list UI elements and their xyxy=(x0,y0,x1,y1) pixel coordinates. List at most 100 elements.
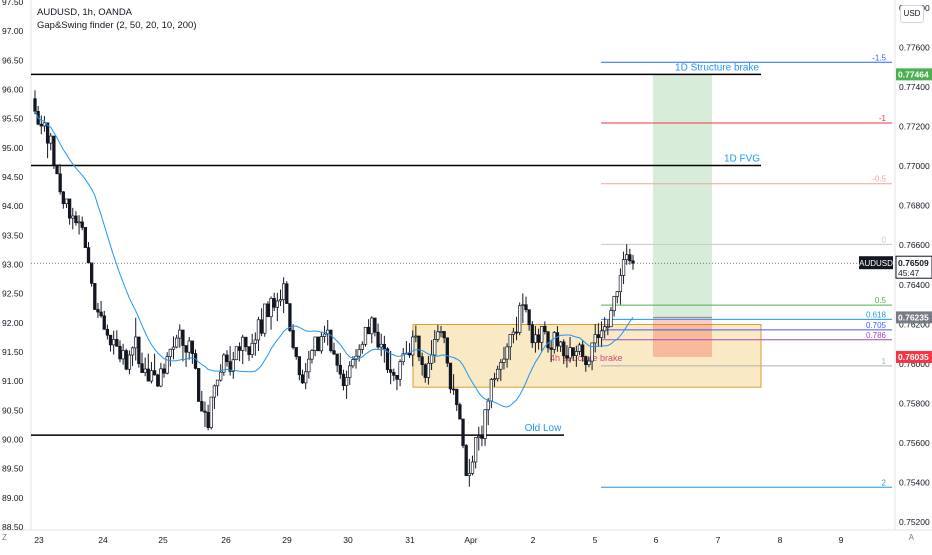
candle-body xyxy=(33,98,37,112)
candle-body xyxy=(319,336,324,352)
candle-body xyxy=(86,247,91,264)
candle-body xyxy=(618,275,623,293)
symbol-title: AUDUSD, 1h, OANDA xyxy=(37,7,133,18)
left-axis-tick-label: 88.50 xyxy=(2,522,24,532)
candle-body xyxy=(61,191,65,205)
candle-body xyxy=(436,331,440,340)
left-axis-tick-label: 89.00 xyxy=(2,493,24,503)
candle-body xyxy=(285,283,289,304)
candle-body xyxy=(74,215,78,224)
candle-body xyxy=(448,362,453,390)
right-axis-tick-label: 0.75200 xyxy=(899,517,930,527)
candle-body xyxy=(354,355,358,360)
candle-body xyxy=(159,368,163,387)
candle-body xyxy=(130,347,135,356)
left-axis-tick-label: 91.00 xyxy=(2,376,24,386)
candle-body xyxy=(165,356,169,374)
fib-level-label: 0.5 xyxy=(875,296,887,305)
candle-body xyxy=(193,353,198,369)
candle-body xyxy=(571,347,575,356)
candle-body xyxy=(568,347,572,359)
candle-body xyxy=(596,334,601,338)
candle-body xyxy=(363,326,368,345)
candle-body xyxy=(417,335,421,358)
left-axis-tick-label: 91.50 xyxy=(2,347,24,357)
candle-body xyxy=(228,361,232,372)
stop-price-tag xyxy=(896,350,932,363)
fib-level-label: 0 xyxy=(882,235,887,244)
candle-body xyxy=(102,315,106,330)
candle-body xyxy=(171,346,176,350)
candle-body xyxy=(530,324,534,344)
candle-body xyxy=(518,305,522,333)
right-axis-tick-label: 0.77000 xyxy=(899,161,930,171)
candle-body xyxy=(590,342,594,362)
last-price-label: 0.76509 xyxy=(898,258,929,268)
candle-body xyxy=(492,378,497,381)
candle-body xyxy=(360,343,364,350)
last-price-tag xyxy=(895,255,932,279)
candle-body xyxy=(558,341,563,347)
candle-body xyxy=(149,370,154,382)
candle-body xyxy=(156,374,160,387)
candle-body xyxy=(206,411,210,428)
candle-body xyxy=(461,418,465,446)
right-axis-tick-label: 0.77400 xyxy=(899,82,930,92)
candle-body xyxy=(209,396,213,428)
candle-body xyxy=(451,388,456,391)
zoom-z-button[interactable]: Z xyxy=(2,533,7,542)
candle-body xyxy=(200,401,204,412)
left-axis-tick-label: 89.50 xyxy=(2,464,24,474)
x-axis-tick-label: 5 xyxy=(593,535,598,545)
candle-body xyxy=(609,310,613,328)
currency-badge[interactable]: USD xyxy=(900,5,924,23)
candle-body xyxy=(426,362,431,378)
candle-body xyxy=(543,325,547,332)
candle-body xyxy=(140,363,144,373)
candle-body xyxy=(225,354,229,363)
candle-body xyxy=(313,336,317,351)
left-axis-tick-label: 94.50 xyxy=(2,172,24,182)
candle-body xyxy=(143,368,147,373)
candle-body xyxy=(250,342,254,355)
candle-body xyxy=(533,334,538,344)
candle-body xyxy=(234,346,239,361)
candle-body xyxy=(508,334,512,348)
left-axis-tick-label: 95.50 xyxy=(2,114,24,124)
candle-body xyxy=(587,360,591,366)
candle-body xyxy=(376,331,380,348)
horizontal-level-label: 1D FVG xyxy=(724,154,760,165)
candle-body xyxy=(341,373,346,386)
candle-body xyxy=(373,317,377,333)
candle-body xyxy=(162,368,166,374)
candle-body xyxy=(212,385,217,398)
entry-price-label: 0.76235 xyxy=(898,312,929,322)
candle-body xyxy=(291,330,295,348)
candle-body xyxy=(366,326,371,335)
candle-body xyxy=(612,296,616,312)
candle-body xyxy=(546,331,550,349)
candle-body xyxy=(231,359,235,372)
candle-body xyxy=(549,347,553,350)
candle-body xyxy=(527,309,531,326)
left-axis-tick-label: 96.50 xyxy=(2,55,24,65)
candle-body xyxy=(398,361,402,380)
candle-body xyxy=(455,388,459,405)
candle-body xyxy=(71,215,75,219)
candle-body xyxy=(307,358,311,373)
candle-body xyxy=(115,339,119,347)
candle-body xyxy=(108,334,113,346)
candle-body xyxy=(256,319,261,341)
auto-scale-button[interactable]: A xyxy=(908,533,914,542)
candle-body xyxy=(266,303,270,317)
candle-body xyxy=(146,368,150,382)
horizontal-level-label: 1D Structure brake xyxy=(675,62,759,73)
candle-body xyxy=(322,333,327,337)
x-axis-tick-label: 2 xyxy=(531,535,536,545)
fib-level-label: 0.618 xyxy=(866,310,887,319)
candle-body xyxy=(67,198,72,219)
candle-body xyxy=(197,368,201,402)
candle-body xyxy=(420,356,424,366)
